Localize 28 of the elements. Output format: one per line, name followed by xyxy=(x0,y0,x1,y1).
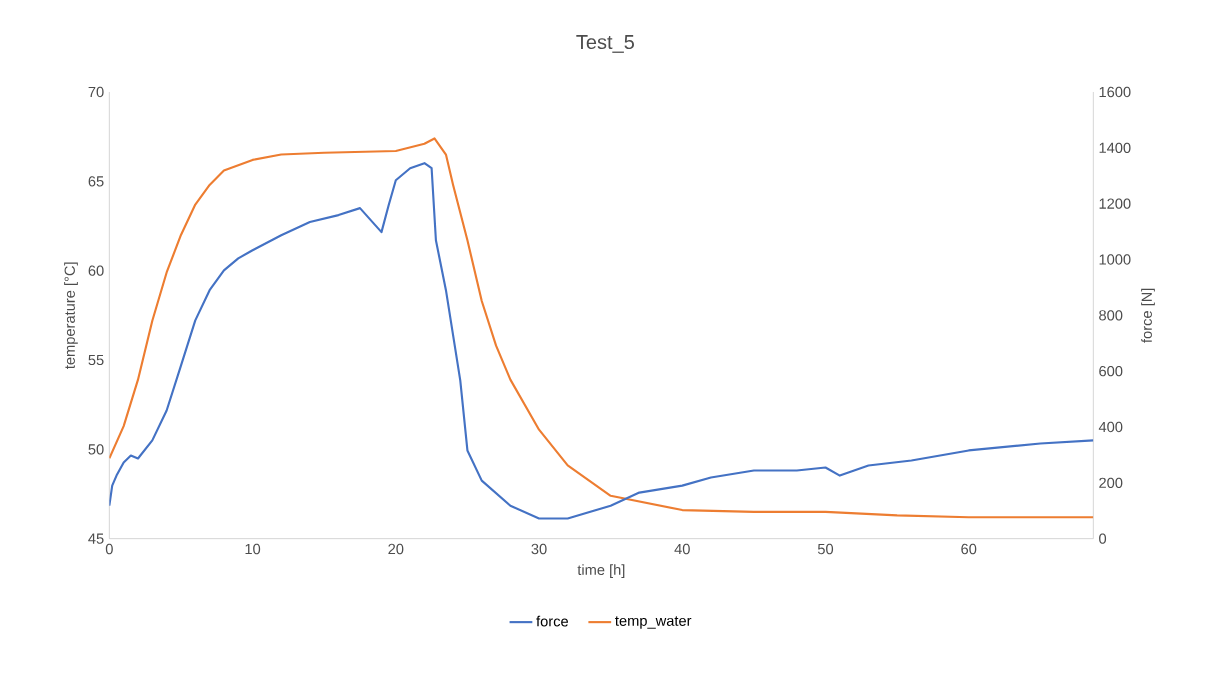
y2-tick-label: 1600 xyxy=(1099,86,1131,98)
x-tick-label: 60 xyxy=(961,543,977,555)
y2-tick-label: 400 xyxy=(1098,421,1123,433)
y2-tick-label: 600 xyxy=(1099,365,1123,377)
y-tick-label: 45 xyxy=(88,533,104,544)
y-tick-label: 70 xyxy=(88,86,104,98)
y-tick-label: 60 xyxy=(88,265,104,276)
y2-tick-label: 800 xyxy=(1099,310,1123,321)
x-tick-label: 0 xyxy=(105,543,113,555)
y2-tick-label: 200 xyxy=(1099,477,1123,489)
legend-label: temp_water xyxy=(615,616,692,629)
y-tick-label: 65 xyxy=(88,176,104,187)
y-tick-label: 55 xyxy=(88,354,104,366)
y2-tick-label: 0 xyxy=(1099,533,1107,544)
y2-tick-label: 1400 xyxy=(1099,142,1131,154)
x-tick-label: 20 xyxy=(388,543,404,555)
chart-title: Test_5 xyxy=(576,35,634,53)
y2-tick-label: 1200 xyxy=(1099,198,1131,209)
y2-axis-title: force [N] xyxy=(1141,288,1155,343)
y2-tick-label: 1000 xyxy=(1099,254,1131,265)
y-axis-title: temperature [°C] xyxy=(64,262,78,369)
x-tick-label: 50 xyxy=(817,543,834,555)
x-tick-label: 40 xyxy=(674,543,690,555)
x-axis-title: time [h] xyxy=(577,564,625,578)
x-tick-label: 10 xyxy=(245,543,261,555)
legend-label: force xyxy=(536,615,569,627)
y-tick-label: 50 xyxy=(88,444,104,455)
x-tick-label: 30 xyxy=(531,543,547,555)
